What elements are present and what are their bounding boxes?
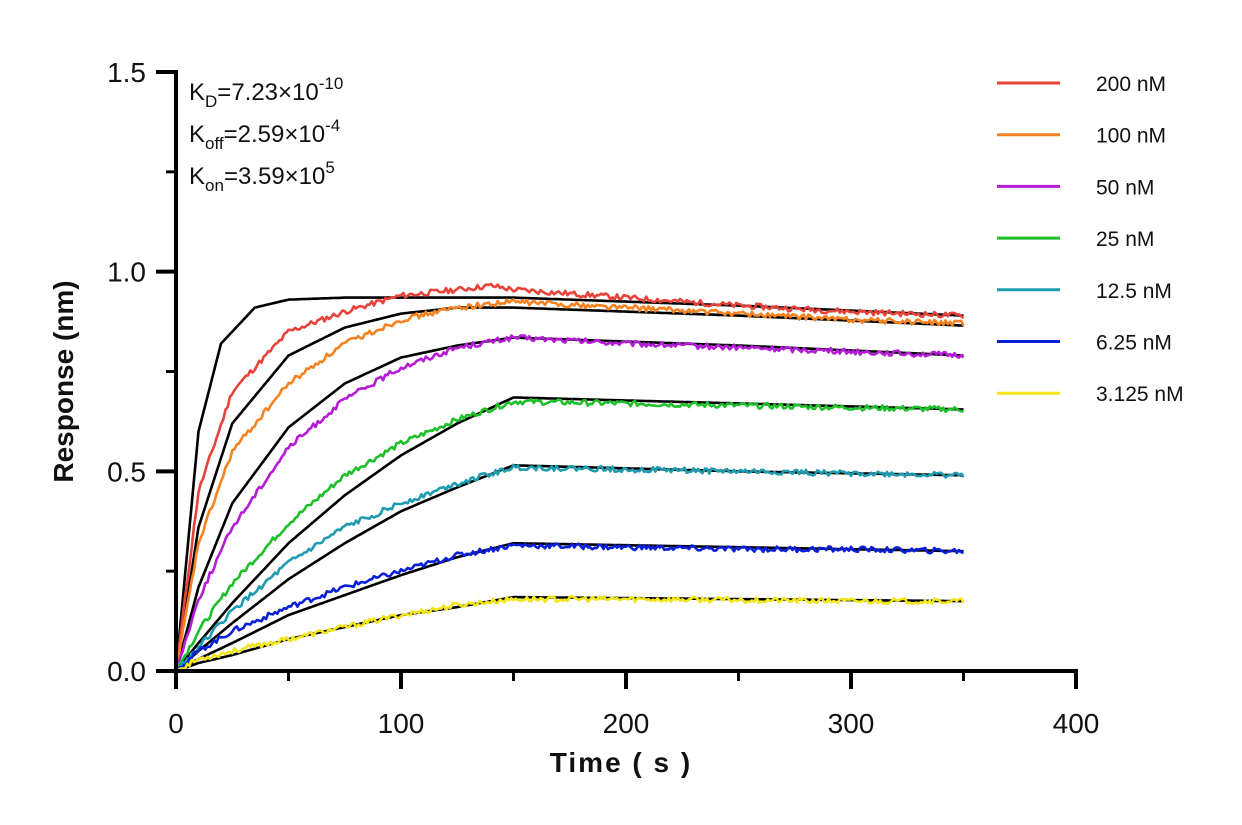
series-line-200-nm xyxy=(174,282,965,672)
series-line-25-nm xyxy=(174,398,964,672)
axes: 0 100 200 300 400 0.0 0.5 1.0 1.5 Time ( s ) Respo… xyxy=(48,57,1099,778)
series-line-3-125-nm xyxy=(175,595,965,673)
x-tick-label-400: 400 xyxy=(1053,708,1100,739)
x-axis-title: Time ( s ) xyxy=(550,747,692,778)
kinetic-constant-on: Kon=3.59×105 xyxy=(189,158,335,195)
fit-line-50-nm xyxy=(174,336,964,672)
x-tick-label-300: 300 xyxy=(828,708,875,739)
legend-label-6-25-nm: 6.25 nM xyxy=(1096,332,1172,355)
x-tick-label-0: 0 xyxy=(168,708,184,739)
y-tick-label-0.0: 0.0 xyxy=(107,656,146,687)
series-line-12-5-nm xyxy=(175,463,965,672)
y-tick-label-1.0: 1.0 xyxy=(107,257,146,288)
legend-label-25-nm: 25 nM xyxy=(1096,228,1154,251)
fit-line-25-nm xyxy=(174,396,964,672)
y-tick-label-0.5: 0.5 xyxy=(107,456,146,487)
fit-line-200-nm xyxy=(174,296,964,672)
legend-label-100-nm: 100 nM xyxy=(1096,125,1166,148)
x-tick-label-100: 100 xyxy=(378,708,425,739)
kinetic-constants: KD=7.23×10-10 Koff=2.59×10-4 Kon=3.59×105 xyxy=(189,74,343,195)
legend-label-50-nm: 50 nM xyxy=(1096,176,1154,199)
legend-label-200-nm: 200 nM xyxy=(1096,73,1166,96)
kinetic-constant-off: Koff=2.59×10-4 xyxy=(189,116,340,153)
kinetic-constant-d: KD=7.23×10-10 xyxy=(189,74,343,111)
y-tick-label-1.5: 1.5 xyxy=(107,57,146,88)
fit-line-100-nm xyxy=(174,306,964,672)
series-line-50-nm xyxy=(174,334,965,672)
fit-line-3-125-nm xyxy=(175,595,964,673)
legend: 200 nM 100 nM 50 nM 25 nM 12.5 nM 6.25 nM 3.12… xyxy=(997,73,1184,406)
x-tick-label-200: 200 xyxy=(603,708,650,739)
y-axis-title: Response (nm) xyxy=(48,280,79,482)
legend-label-12-5-nm: 12.5 nM xyxy=(1096,280,1172,303)
fit-line-6-25-nm xyxy=(175,541,964,673)
legend-label-3-125-nm: 3.125 nM xyxy=(1096,383,1184,406)
series-line-6-25-nm xyxy=(175,542,964,672)
series-line-100-nm xyxy=(174,298,965,672)
measured-lines xyxy=(174,282,965,673)
